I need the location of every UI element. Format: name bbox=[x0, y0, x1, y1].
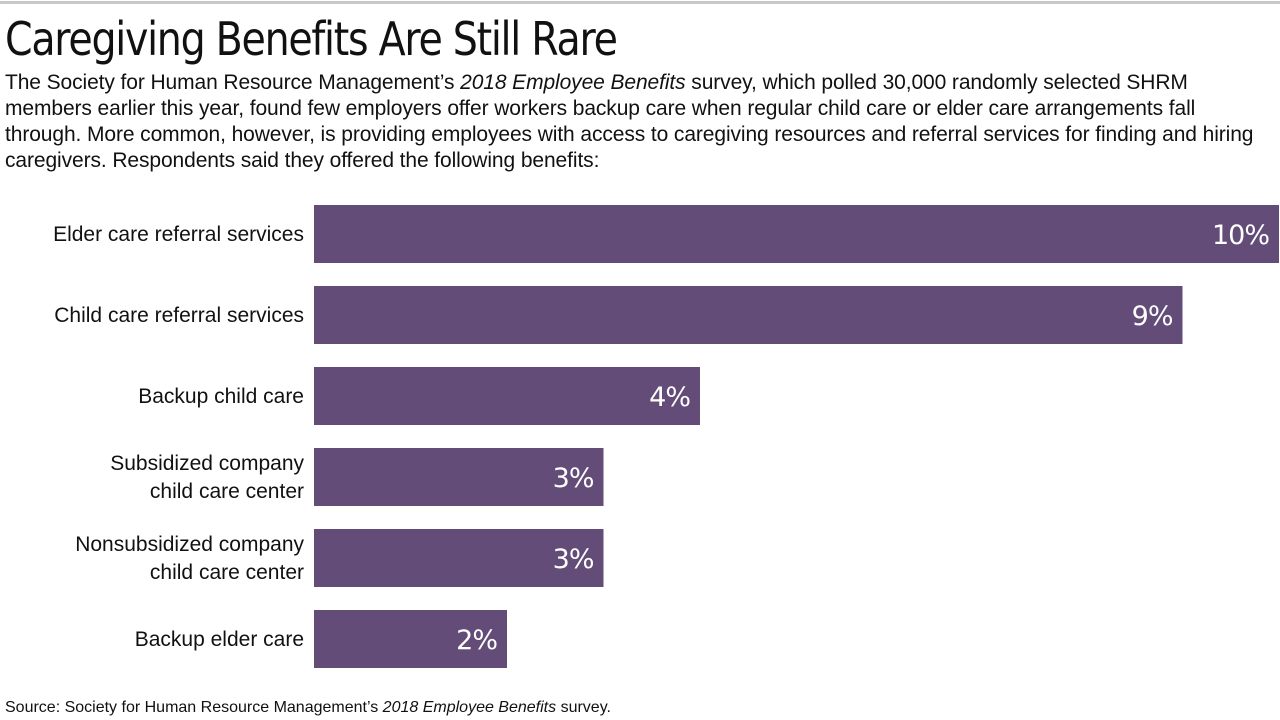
category-label: Child care referral services bbox=[54, 304, 304, 327]
category-label-line: Backup child care bbox=[138, 385, 304, 408]
category-label-line: Subsidized company bbox=[110, 452, 304, 475]
bar bbox=[314, 529, 604, 587]
value-label: 4% bbox=[649, 382, 690, 413]
top-rule bbox=[0, 1, 1280, 4]
bar bbox=[314, 367, 700, 425]
bar bbox=[314, 286, 1183, 344]
intro-text-start: The Society for Human Resource Managemen… bbox=[5, 71, 461, 94]
chart-intro: The Society for Human Resource Managemen… bbox=[5, 70, 1277, 174]
bar bbox=[314, 610, 507, 668]
category-label-line: Elder care referral services bbox=[53, 223, 304, 246]
category-label: Backup child care bbox=[138, 385, 304, 408]
intro-survey-name: 2018 Employee Benefits bbox=[460, 71, 686, 94]
bar bbox=[314, 205, 1279, 263]
bar-row: Backup elder care 2% bbox=[135, 610, 507, 668]
category-label-line: Nonsubsidized company bbox=[75, 533, 304, 556]
source-text-start: Source: Society for Human Resource Manag… bbox=[5, 699, 383, 716]
bar-row: Backup child care 4% bbox=[138, 367, 700, 425]
value-label: 3% bbox=[553, 463, 594, 494]
category-label: Elder care referral services bbox=[53, 223, 304, 246]
category-label: Nonsubsidized company child care center bbox=[75, 533, 304, 584]
chart-title: Caregiving Benefits Are Still Rare bbox=[5, 12, 618, 66]
bar-row: Elder care referral services 10% bbox=[53, 205, 1279, 263]
value-label: 10% bbox=[1212, 220, 1269, 251]
category-label: Subsidized company child care center bbox=[110, 452, 304, 503]
value-label: 2% bbox=[456, 625, 497, 656]
category-label-line: Child care referral services bbox=[54, 304, 304, 327]
value-label: 9% bbox=[1132, 301, 1173, 332]
category-label-line: Backup elder care bbox=[135, 628, 304, 651]
source-text-end: survey. bbox=[556, 699, 611, 716]
bar-chart: Elder care referral services 10% Child car… bbox=[0, 195, 1280, 680]
bar-row: Subsidized company child care center 3% bbox=[110, 448, 604, 506]
bar-chart-svg: Elder care referral services 10% Child car… bbox=[53, 205, 1279, 668]
category-label-line: child care center bbox=[150, 480, 304, 503]
category-label: Backup elder care bbox=[135, 628, 304, 651]
category-label-line: child care center bbox=[150, 561, 304, 584]
value-label: 3% bbox=[553, 544, 594, 575]
bar bbox=[314, 448, 604, 506]
source-survey-name: 2018 Employee Benefits bbox=[382, 699, 557, 716]
bar-row: Nonsubsidized company child care center 3% bbox=[75, 529, 604, 587]
bar-row: Child care referral services 9% bbox=[54, 286, 1183, 344]
chart-source: Source: Society for Human Resource Manag… bbox=[5, 697, 611, 719]
intro-text-end: survey, which polled 30,000 randomly sel… bbox=[5, 71, 1254, 172]
